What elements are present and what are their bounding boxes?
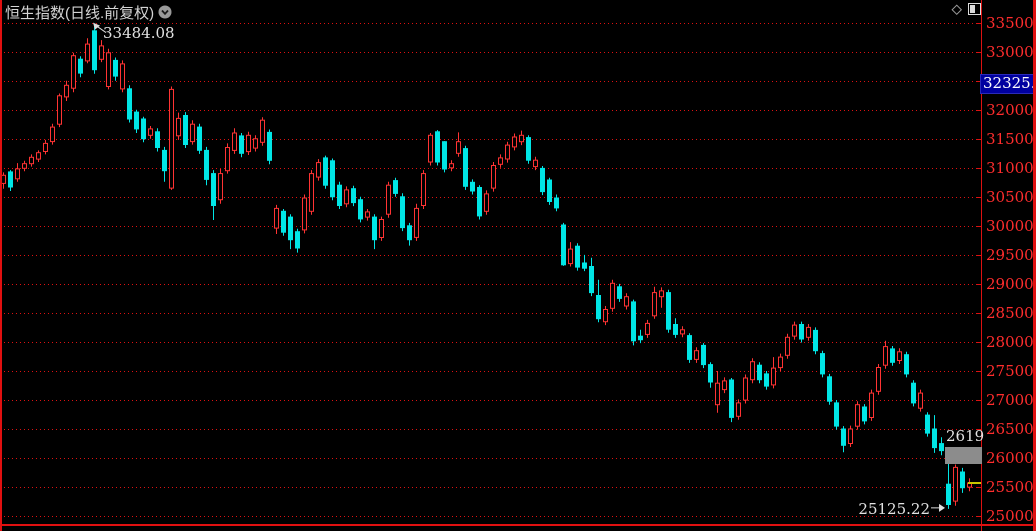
- price-tick-label: 33000: [986, 42, 1034, 61]
- chart-left-border: [0, 0, 2, 531]
- price-tick-label: 25500: [986, 478, 1034, 497]
- price-tick-label: 30000: [986, 216, 1034, 235]
- count-annotation: 2619: [946, 427, 985, 445]
- price-tick-label: 28000: [986, 332, 1034, 351]
- price-tick-label: 26500: [986, 420, 1034, 439]
- marker-box: [945, 447, 982, 464]
- price-tick-label: 32000: [986, 100, 1034, 119]
- diamond-icon[interactable]: [949, 2, 964, 18]
- price-tick-label: 27500: [986, 361, 1034, 380]
- chart-header: 恒生指数(日线.前复权): [5, 3, 172, 22]
- price-tick-label: 31500: [986, 129, 1034, 148]
- last-price-tick: [968, 482, 981, 484]
- window-tools: [949, 2, 1033, 18]
- chevron-down-icon[interactable]: [158, 5, 172, 19]
- price-tick-label: 29000: [986, 274, 1034, 293]
- candlestick-plot[interactable]: 33484.08 25125.22 2619: [0, 0, 985, 531]
- highlighted-price-tag: 32325.: [980, 74, 1036, 94]
- price-tick-label: 29500: [986, 245, 1034, 264]
- window-right-border: [1033, 0, 1036, 531]
- panel-layout-icon[interactable]: [968, 2, 982, 18]
- price-tick-label: 25000: [986, 507, 1034, 526]
- chart-bottom-border: [0, 524, 1036, 526]
- price-tick-label: 28500: [986, 303, 1034, 322]
- price-tick-label: 30500: [986, 187, 1034, 206]
- price-tick-label: 31000: [986, 158, 1034, 177]
- chart-title: 恒生指数(日线.前复权): [5, 4, 155, 22]
- low-annotation: 25125.22: [858, 499, 930, 518]
- price-tick-label: 27000: [986, 391, 1034, 410]
- price-axis: 3350033000325003200031500310003050030000…: [977, 0, 1036, 531]
- peak-annotation: 33484.08: [103, 23, 175, 42]
- price-tick-label: 33500: [986, 13, 1034, 32]
- price-axis-line: [981, 0, 982, 531]
- price-tick-label: 26000: [986, 449, 1034, 468]
